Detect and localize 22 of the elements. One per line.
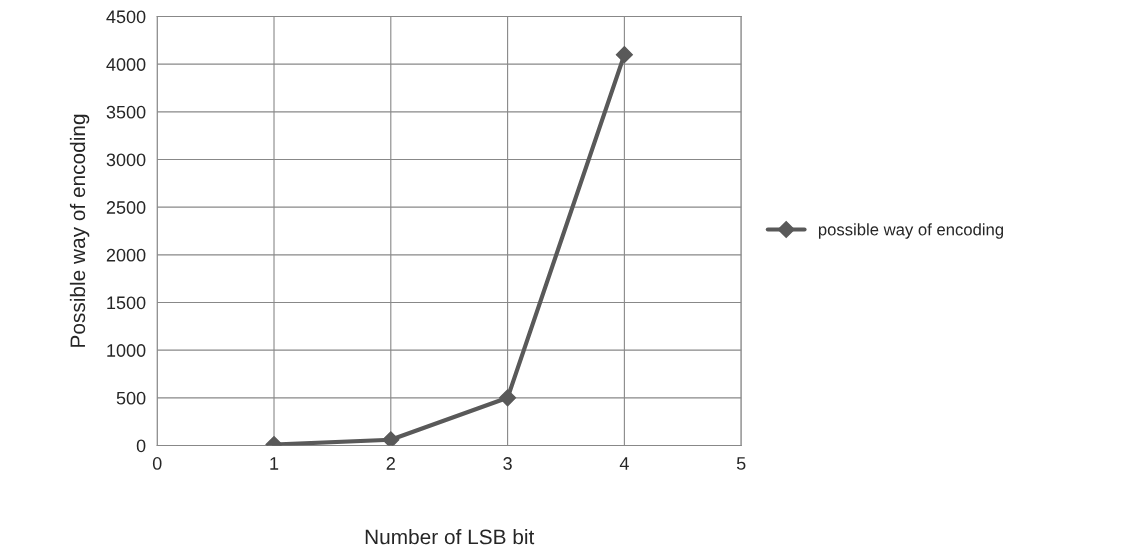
legend-label: possible way of encoding	[818, 223, 1004, 239]
point	[615, 46, 633, 64]
y-tick-label: 2500	[106, 201, 146, 214]
y-tick-label: 2000	[106, 248, 146, 262]
y-tick-label: 4000	[106, 58, 146, 71]
point	[382, 431, 400, 446]
x-tick-label: 2	[386, 457, 395, 470]
y-axis-title: Possible way of encoding	[69, 114, 90, 347]
y-tick-label: 3500	[106, 105, 146, 119]
x-tick-label: 4	[619, 457, 629, 470]
y-tick-label: 500	[116, 391, 146, 405]
y-tick-label: 3000	[106, 153, 146, 167]
x-axis-title: Number of LSB bit	[365, 529, 535, 545]
x-tick-label: 1	[270, 457, 279, 470]
y-tick-label: 1500	[107, 296, 146, 310]
y-tick-label: 0	[136, 439, 146, 453]
x-tick-label: 0	[152, 457, 162, 470]
x-tick-label: 5	[736, 457, 746, 470]
y-tick-label: 1000	[107, 344, 146, 357]
x-tick-label: 3	[503, 457, 512, 470]
y-tick-label: 4500	[106, 10, 146, 24]
point	[499, 389, 517, 407]
